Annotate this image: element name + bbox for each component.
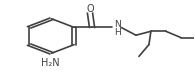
Text: O: O [86,4,94,14]
Text: H₂N: H₂N [41,58,60,68]
Text: N
H: N H [114,20,121,37]
